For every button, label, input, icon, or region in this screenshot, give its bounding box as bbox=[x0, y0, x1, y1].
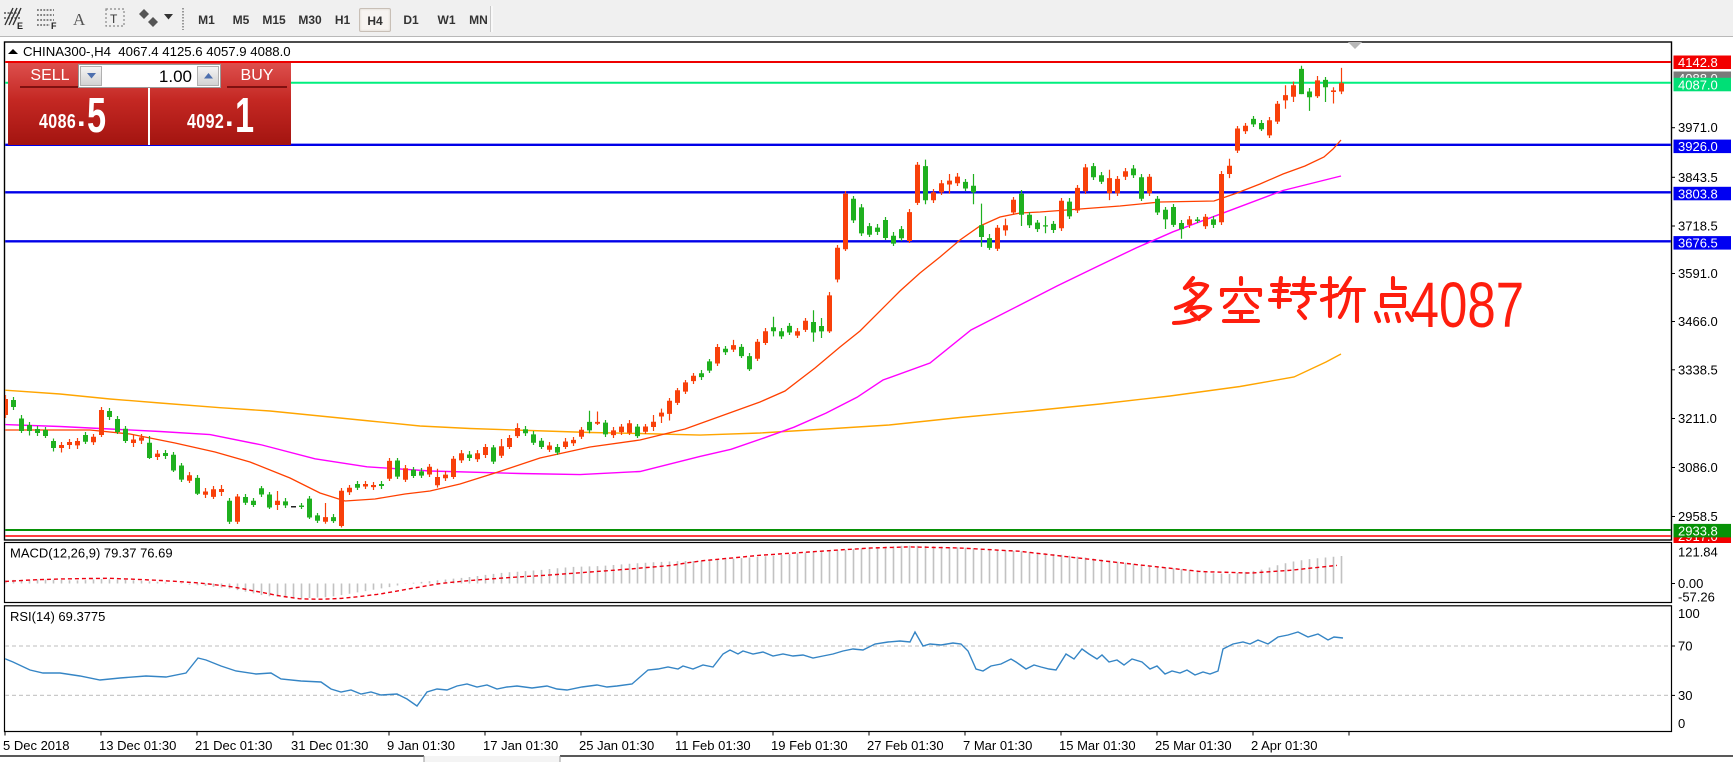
svg-text:17 Jan 01:30: 17 Jan 01:30 bbox=[483, 738, 558, 753]
svg-text:25 Mar 01:30: 25 Mar 01:30 bbox=[1155, 738, 1232, 753]
svg-text:T: T bbox=[110, 12, 118, 26]
svg-text:21 Dec 01:30: 21 Dec 01:30 bbox=[195, 738, 272, 753]
svg-text:27 Feb 01:30: 27 Feb 01:30 bbox=[867, 738, 944, 753]
svg-text:15 Mar 01:30: 15 Mar 01:30 bbox=[1059, 738, 1136, 753]
svg-text:2 Apr 01:30: 2 Apr 01:30 bbox=[1251, 738, 1318, 753]
svg-text:121.84: 121.84 bbox=[1678, 545, 1718, 560]
svg-text:70: 70 bbox=[1678, 639, 1692, 654]
svg-text:0.00: 0.00 bbox=[1678, 576, 1703, 591]
svg-text:3086.0: 3086.0 bbox=[1678, 460, 1718, 475]
svg-text:F: F bbox=[51, 21, 57, 31]
svg-text:A: A bbox=[73, 10, 86, 29]
svg-text:3338.5: 3338.5 bbox=[1678, 362, 1718, 377]
svg-text:3211.0: 3211.0 bbox=[1678, 411, 1717, 426]
svg-text:E: E bbox=[17, 21, 23, 31]
svg-text:2958.5: 2958.5 bbox=[1678, 509, 1718, 524]
svg-text:3971.0: 3971.0 bbox=[1678, 120, 1718, 135]
svg-text:3803.8: 3803.8 bbox=[1678, 186, 1718, 201]
svg-text:9 Jan 01:30: 9 Jan 01:30 bbox=[387, 738, 455, 753]
svg-text:7 Mar 01:30: 7 Mar 01:30 bbox=[963, 738, 1032, 753]
svg-text:4142.8: 4142.8 bbox=[1678, 55, 1718, 70]
svg-text:3843.5: 3843.5 bbox=[1678, 170, 1718, 185]
svg-text:31 Dec 01:30: 31 Dec 01:30 bbox=[291, 738, 368, 753]
svg-text:-57.26: -57.26 bbox=[1678, 590, 1715, 605]
svg-text:MACD(12,26,9) 79.37 76.69: MACD(12,26,9) 79.37 76.69 bbox=[10, 546, 173, 561]
svg-text:3718.5: 3718.5 bbox=[1678, 219, 1718, 234]
svg-text:4087: 4087 bbox=[1411, 271, 1524, 342]
svg-text:CHINA300-,H4 4067.4 4125.6 40: CHINA300-,H4 4067.4 4125.6 4057.9 4088.0 bbox=[23, 44, 291, 59]
svg-text:3676.5: 3676.5 bbox=[1678, 236, 1718, 251]
svg-text:13 Dec 01:30: 13 Dec 01:30 bbox=[99, 738, 176, 753]
svg-text:2933.8: 2933.8 bbox=[1678, 523, 1718, 538]
svg-text:30: 30 bbox=[1678, 688, 1692, 703]
svg-text:3926.0: 3926.0 bbox=[1678, 139, 1718, 154]
svg-text:3591.0: 3591.0 bbox=[1678, 266, 1718, 281]
svg-text:25 Jan 01:30: 25 Jan 01:30 bbox=[579, 738, 654, 753]
svg-text:RSI(14) 69.3775: RSI(14) 69.3775 bbox=[10, 609, 105, 624]
svg-text:11 Feb 01:30: 11 Feb 01:30 bbox=[675, 738, 751, 753]
svg-text:0: 0 bbox=[1678, 716, 1685, 731]
svg-text:100: 100 bbox=[1678, 606, 1700, 621]
svg-text:19 Feb 01:30: 19 Feb 01:30 bbox=[771, 738, 848, 753]
svg-text:5 Dec 2018: 5 Dec 2018 bbox=[3, 738, 70, 753]
svg-text:3466.0: 3466.0 bbox=[1678, 314, 1718, 329]
svg-text:4087.0: 4087.0 bbox=[1678, 77, 1718, 92]
